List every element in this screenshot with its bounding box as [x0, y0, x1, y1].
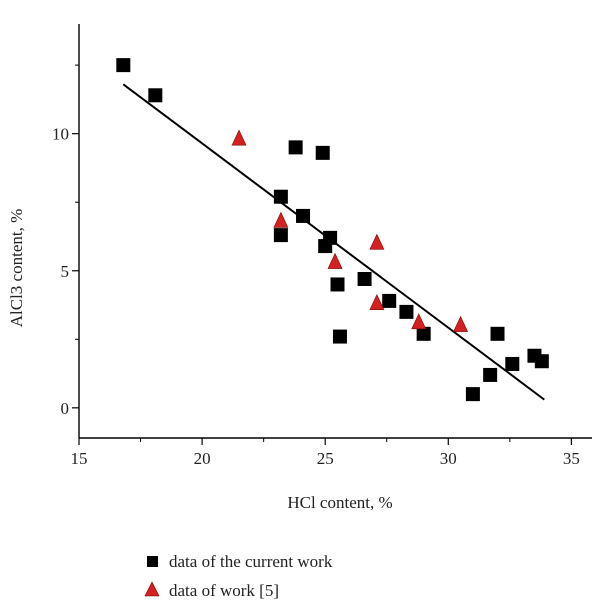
- x-axis-title: HCl content, %: [287, 493, 392, 512]
- x-tick-label: 35: [563, 449, 580, 468]
- square-point: [273, 189, 288, 204]
- triangle-point: [453, 315, 469, 332]
- square-point: [323, 230, 338, 245]
- y-tick-label: 5: [61, 262, 70, 281]
- square-point: [534, 354, 549, 369]
- x-tick-label: 30: [440, 449, 457, 468]
- y-axis-ticks: 0 5 10: [52, 64, 79, 418]
- data-points: [116, 58, 549, 402]
- legend-marker-triangle: [144, 581, 160, 597]
- triangle-point: [369, 293, 385, 310]
- legend-label-current-work: data of the current work: [169, 552, 333, 571]
- square-point: [315, 145, 330, 160]
- square-point: [273, 228, 288, 243]
- legend-label-work-5: data of work [5]: [169, 581, 279, 600]
- square-point: [505, 356, 520, 371]
- square-point: [490, 326, 505, 341]
- square-point: [330, 277, 345, 292]
- y-tick-label: 0: [61, 399, 70, 418]
- triangle-point: [231, 129, 247, 146]
- square-point: [357, 271, 372, 286]
- legend-marker-square: [147, 556, 158, 567]
- x-tick-label: 15: [71, 449, 88, 468]
- triangle-point: [369, 233, 385, 250]
- y-tick-label: 10: [52, 125, 69, 144]
- x-axis-ticks: 15 20 25 30 35: [71, 438, 580, 468]
- square-point: [288, 140, 303, 155]
- legend: data of the current work data of work [5…: [144, 552, 333, 600]
- square-point: [465, 387, 480, 402]
- triangle-point: [327, 252, 343, 269]
- axes: [78, 24, 592, 439]
- triangle-point: [273, 211, 289, 228]
- square-point: [382, 293, 397, 308]
- square-point: [332, 329, 347, 344]
- x-tick-label: 20: [194, 449, 211, 468]
- square-point: [483, 367, 498, 382]
- square-point: [296, 208, 311, 223]
- square-point: [116, 58, 131, 73]
- square-point: [399, 304, 414, 319]
- y-axis-title: AlCl3 content, %: [7, 209, 26, 328]
- square-point: [148, 88, 163, 103]
- x-tick-label: 25: [317, 449, 334, 468]
- triangle-point: [411, 313, 427, 330]
- square-point: [416, 326, 431, 341]
